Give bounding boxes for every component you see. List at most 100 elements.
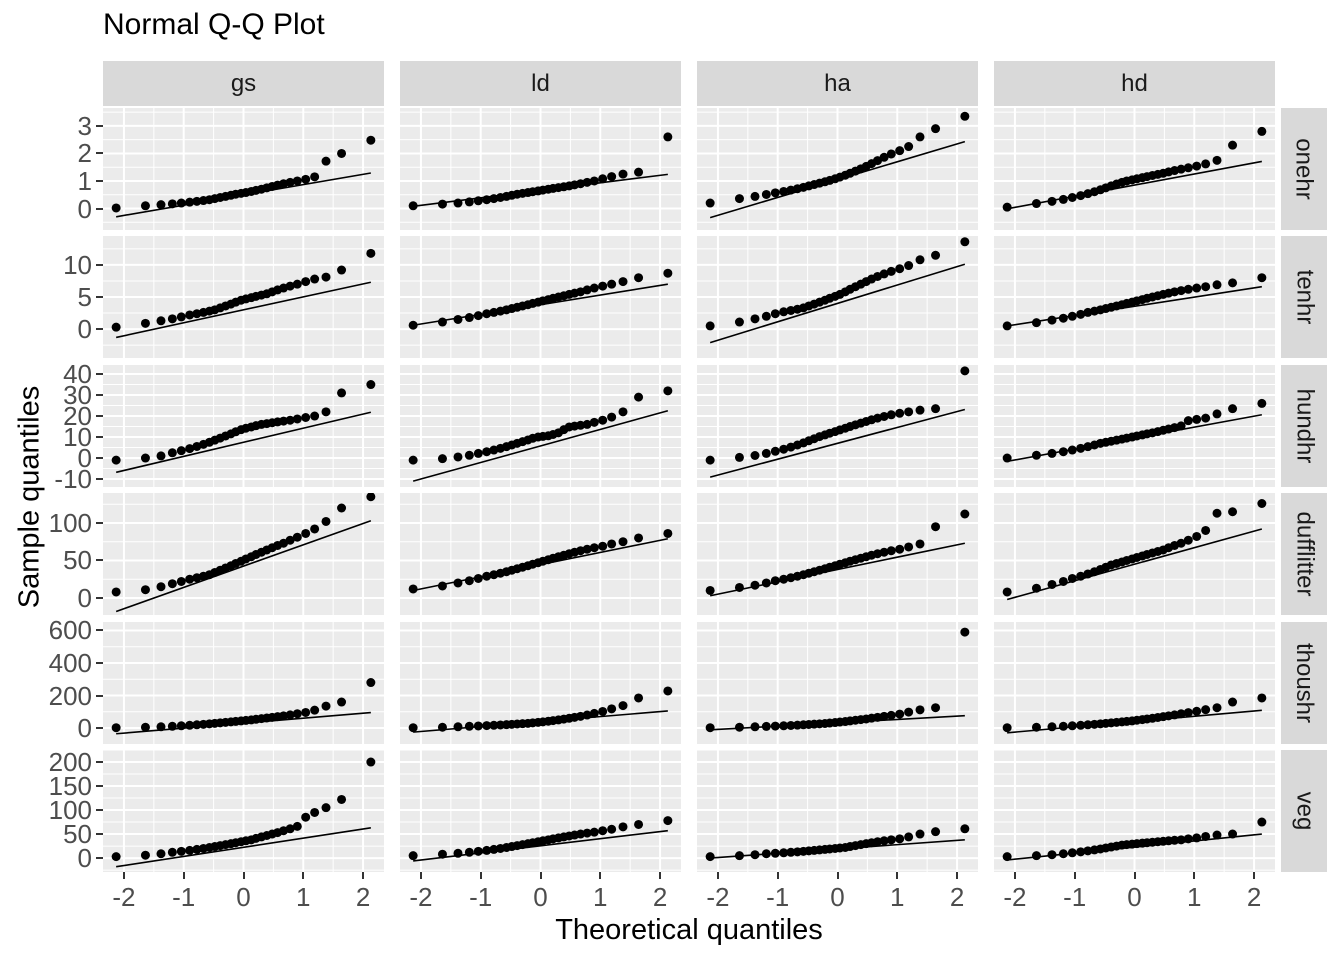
data-point [1031, 199, 1041, 209]
data-point [576, 829, 586, 839]
data-point [140, 722, 150, 732]
y-tick-label: 0 [77, 713, 92, 744]
data-point [301, 174, 311, 184]
data-point [167, 199, 177, 209]
x-tick-mark [659, 872, 662, 879]
y-tick-label: 150 [48, 771, 92, 802]
y-tick-label: 0 [77, 843, 92, 874]
data-point [176, 846, 186, 856]
x-tick-mark [479, 872, 482, 879]
data-point [770, 576, 780, 586]
data-point [886, 149, 896, 159]
x-tick-mark [182, 872, 185, 879]
data-point [1228, 278, 1238, 288]
data-point [176, 721, 186, 731]
strip-row-dufflitter: dufflitter [1281, 493, 1327, 615]
data-point [960, 111, 970, 121]
data-point [618, 169, 628, 179]
data-point [111, 203, 121, 213]
strip-row-veg: veg [1281, 750, 1327, 872]
data-point [482, 845, 492, 855]
data-point [960, 237, 970, 247]
data-point [879, 836, 889, 846]
data-point [292, 414, 302, 424]
data-point [589, 543, 599, 553]
data-point [598, 826, 608, 836]
data-point [879, 269, 889, 279]
panel-hundhr-hd [994, 365, 1275, 487]
data-point [618, 407, 628, 417]
data-point [1212, 830, 1222, 840]
y-tick-label: 600 [48, 615, 92, 646]
data-point [663, 386, 673, 396]
x-tick-mark [122, 872, 125, 879]
data-point [453, 198, 463, 208]
data-point [301, 528, 311, 538]
data-point [301, 277, 311, 287]
y-tick-label: 0 [77, 193, 92, 224]
data-point [770, 848, 780, 858]
x-tick-label: 0 [830, 882, 845, 912]
data-point [1201, 413, 1211, 423]
y-tick-label: 50 [63, 545, 92, 576]
x-tick-label: -2 [409, 882, 433, 912]
y-tick-label: 1 [77, 165, 92, 196]
data-point [1212, 703, 1222, 713]
data-point [1002, 587, 1012, 597]
x-tick-mark [716, 872, 719, 879]
panel-thoushr-ha [697, 622, 978, 744]
data-point [873, 837, 883, 847]
strip-row-label: onehr [1291, 138, 1319, 200]
data-point [192, 844, 202, 854]
data-point [111, 322, 121, 332]
x-tick-label: 1 [593, 882, 608, 912]
data-point [1058, 576, 1068, 586]
x-tick-mark [242, 872, 245, 879]
data-point [589, 827, 599, 837]
panel-dufflitter-ld [400, 493, 681, 615]
panel-veg-gs [103, 750, 384, 872]
data-point [734, 851, 744, 861]
data-point [904, 142, 914, 152]
data-point [437, 722, 447, 732]
data-point [408, 851, 418, 861]
data-point [1257, 498, 1267, 508]
y-tick-label: 400 [48, 647, 92, 678]
data-point [453, 314, 463, 324]
data-point [663, 268, 673, 278]
strip-row-label: tenhr [1291, 269, 1319, 325]
strip-row-label: dufflitter [1291, 511, 1318, 597]
strip-col-gs: gs [103, 61, 384, 106]
data-point [786, 720, 796, 730]
data-point [886, 410, 896, 420]
data-point [734, 317, 744, 327]
data-point [1257, 273, 1267, 283]
y-tick-mark [96, 521, 103, 524]
data-point [437, 317, 447, 327]
data-point [1067, 848, 1077, 858]
strip-row-thoushr: thoushr [1281, 622, 1327, 744]
y-tick-label: 100 [48, 795, 92, 826]
data-point [734, 452, 744, 462]
data-point [310, 274, 320, 284]
data-point [279, 711, 289, 721]
data-point [111, 852, 121, 862]
strip-row-label: veg [1290, 791, 1318, 831]
strip-row-onehr: onehr [1281, 108, 1327, 230]
data-point [156, 316, 166, 326]
data-point [111, 723, 121, 733]
panel-thoushr-ld [400, 622, 681, 744]
data-point [598, 415, 608, 425]
data-point [310, 524, 320, 534]
data-point [770, 721, 780, 731]
data-point [1176, 421, 1186, 431]
data-point [931, 404, 941, 414]
data-point [663, 132, 673, 142]
data-point [292, 176, 302, 186]
data-point [321, 516, 331, 526]
data-point [482, 447, 492, 457]
data-point [1031, 450, 1041, 460]
data-point [437, 454, 447, 464]
data-point [408, 320, 418, 330]
data-point [1183, 708, 1193, 718]
